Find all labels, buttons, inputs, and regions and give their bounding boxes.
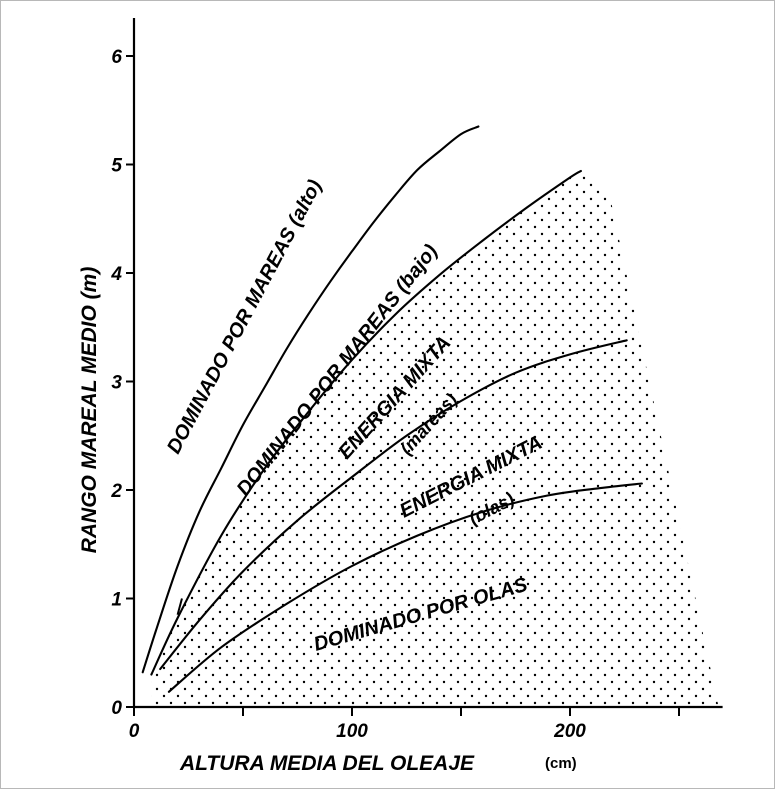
series-line-3 (159, 339, 628, 671)
series-line-4 (167, 482, 643, 693)
y-tick-label: 4 (110, 264, 122, 285)
x-tick-label: 100 (336, 721, 368, 742)
series-lines (141, 125, 643, 693)
y-axis-title: RANGO MAREAL MEDIO (m) (78, 267, 101, 554)
axes: 0 100 200 0 1 2 3 4 5 6 (110, 18, 723, 742)
y-tick-label: 2 (110, 481, 122, 502)
y-tick-label: 0 (111, 698, 122, 719)
y-tick-label: 3 (111, 373, 122, 394)
x-tick-label: 0 (129, 721, 140, 742)
y-tick-label: 6 (111, 47, 122, 68)
stippled-region (151, 171, 719, 705)
x-tick-label: 200 (553, 721, 586, 742)
y-tick-label: 1 (111, 590, 122, 611)
x-axis-unit: (cm) (545, 755, 577, 772)
series-line-2 (150, 169, 582, 676)
x-axis-title: ALTURA MEDIA DEL OLEAJE (179, 752, 475, 775)
dash-mark (176, 598, 183, 616)
series-line-1 (141, 125, 480, 674)
stipple-fill (151, 171, 719, 705)
y-tick-label: 5 (111, 156, 122, 177)
